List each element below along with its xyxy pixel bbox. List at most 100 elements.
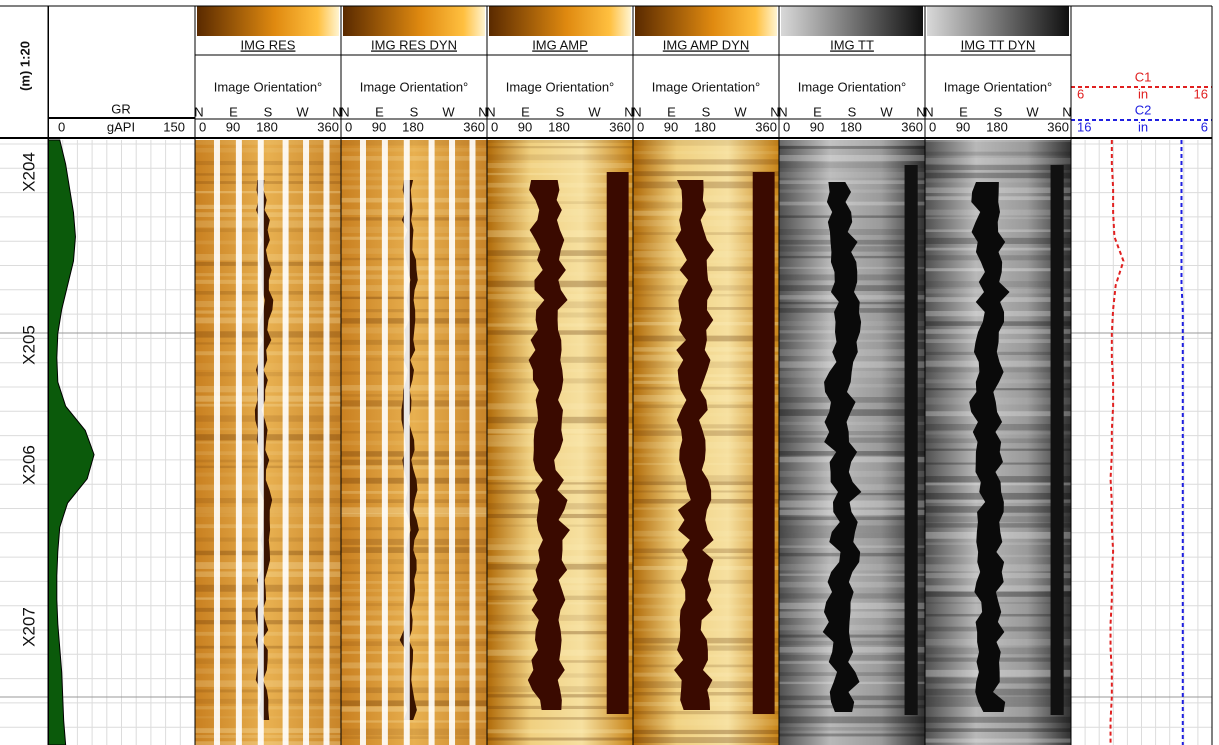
image-streak (341, 400, 487, 407)
image-streak (341, 687, 487, 694)
direction-label: N (632, 104, 641, 119)
image-streak (195, 434, 341, 441)
image-streak (195, 689, 341, 693)
image-streak (195, 181, 341, 184)
gr-max: 150 (163, 119, 185, 134)
direction-label: E (667, 104, 676, 119)
direction-label: N (916, 104, 925, 119)
caliper-curve (1180, 140, 1184, 745)
image-streak (341, 406, 487, 410)
image-streak (195, 212, 341, 218)
image-streak (341, 339, 487, 345)
image-streak (925, 179, 1071, 183)
image-streak (341, 296, 487, 300)
direction-label: N (924, 104, 933, 119)
color-bar (781, 6, 923, 36)
image-streak (779, 716, 925, 724)
image-streak (341, 459, 487, 465)
track-title: IMG TT DYN (961, 37, 1036, 52)
image-streak (341, 728, 487, 736)
orientation-label: Image Orientation° (944, 79, 1053, 94)
image-streak (195, 668, 341, 674)
direction-label: W (296, 104, 309, 119)
direction-label: N (332, 104, 341, 119)
color-bar (197, 6, 339, 36)
direction-label: N (770, 104, 779, 119)
curve-left: 6 (1077, 86, 1084, 101)
image-streak (779, 733, 925, 737)
image-streak (487, 259, 633, 263)
image-streak (341, 596, 487, 601)
image-streak (925, 351, 1071, 356)
image-streak (633, 548, 779, 554)
image-streak (633, 380, 779, 384)
image-streak (633, 220, 779, 227)
tick-label: 0 (491, 119, 498, 134)
direction-label: S (994, 104, 1003, 119)
orientation-label: Image Orientation° (214, 79, 323, 94)
depth-label: X205 (19, 325, 38, 365)
tick-label: 360 (609, 119, 631, 134)
image-streak (633, 430, 779, 436)
image-streak (195, 680, 341, 687)
image-streak (195, 735, 341, 739)
image-feature (606, 172, 629, 714)
image-streak (633, 441, 779, 449)
image-streak (487, 577, 633, 584)
image-streak (633, 394, 779, 402)
tick-label: 0 (783, 119, 790, 134)
image-streak (779, 727, 925, 731)
image-feature (527, 180, 570, 710)
image-streak (341, 662, 487, 669)
image-streak (341, 634, 487, 639)
image-streak (195, 451, 341, 456)
image-streak (195, 385, 341, 393)
tick-label: 360 (463, 119, 485, 134)
direction-label: N (194, 104, 203, 119)
image-streak (925, 165, 1071, 171)
tick-label: 180 (548, 119, 570, 134)
image-streak (633, 232, 779, 235)
direction-label: N (478, 104, 487, 119)
image-streak (341, 420, 487, 423)
orientation-label: Image Orientation° (652, 79, 761, 94)
image-streak (633, 462, 779, 466)
tick-label: 180 (986, 119, 1008, 134)
depth-label: X204 (19, 152, 38, 192)
image-streak (341, 169, 487, 174)
direction-label: N (624, 104, 633, 119)
image-streak (195, 645, 341, 649)
image-streak (779, 581, 925, 588)
image-streak (925, 638, 1071, 646)
image-streak (633, 729, 779, 735)
image-streak (195, 741, 341, 745)
image-streak (779, 421, 925, 426)
image-streak (633, 737, 779, 744)
image-streak (487, 737, 633, 741)
image-streak (779, 180, 925, 185)
image-streak (633, 412, 779, 417)
image-streak (341, 547, 487, 553)
image-streak (195, 395, 341, 402)
direction-label: S (264, 104, 273, 119)
image-streak (779, 140, 925, 146)
gr-unit: gAPI (107, 119, 135, 134)
image-streak (487, 140, 633, 143)
tick-label: 90 (226, 119, 240, 134)
image-streak (633, 159, 779, 165)
image-streak (341, 620, 487, 626)
image-streak (633, 347, 779, 352)
image-streak (195, 620, 341, 625)
image-streak (195, 253, 341, 261)
direction-label: S (848, 104, 857, 119)
image-streak (925, 688, 1071, 696)
image-streak (341, 217, 487, 221)
image-streak (195, 351, 341, 356)
image-streak (925, 411, 1071, 417)
image-streak (487, 330, 633, 335)
image-streak (341, 451, 487, 457)
image-streak (341, 675, 487, 681)
pad-gap (359, 140, 366, 745)
direction-label: N (340, 104, 349, 119)
